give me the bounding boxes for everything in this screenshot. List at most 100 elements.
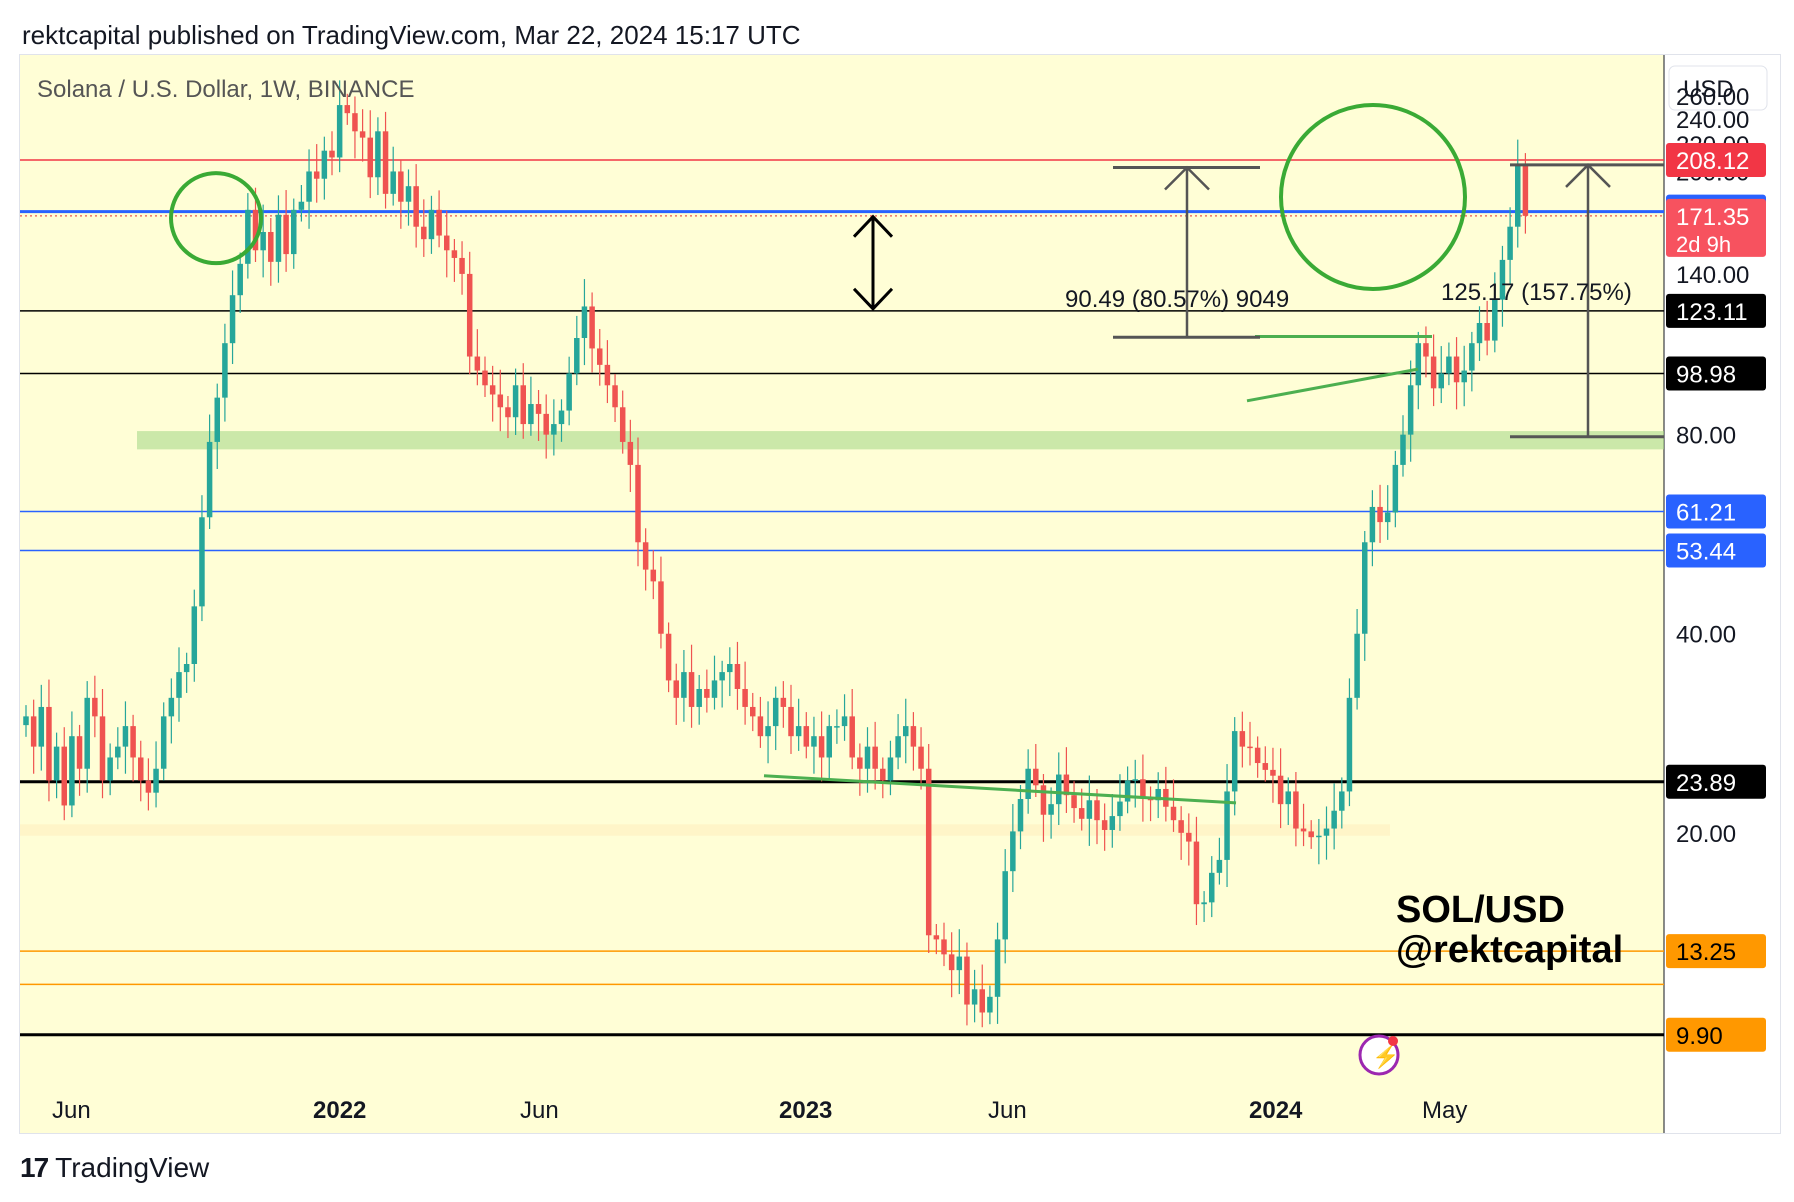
- chart-title: Solana / U.S. Dollar, 1W, BINANCE: [37, 76, 414, 103]
- candle-body: [765, 726, 771, 737]
- candle-body: [252, 209, 259, 251]
- candle-body: [344, 105, 351, 114]
- price-label: [1666, 356, 1766, 391]
- candle-body: [811, 736, 817, 747]
- candle-body: [543, 413, 549, 435]
- candle-body: [665, 633, 672, 681]
- candle-body: [719, 672, 725, 681]
- candle-body: [298, 201, 305, 210]
- candle-body: [245, 209, 251, 264]
- candle-body: [1316, 835, 1322, 838]
- measurement-label: 125.17 (157.75%): [1441, 279, 1632, 306]
- y-tick-label: 40.00: [1676, 622, 1736, 649]
- candle-body: [1438, 373, 1444, 389]
- candle-body: [1201, 902, 1207, 905]
- candle-body: [1025, 768, 1031, 799]
- candle-body: [788, 706, 794, 737]
- candle-body: [505, 407, 511, 418]
- candle-body: [84, 697, 90, 769]
- candle-body: [145, 780, 152, 793]
- candle-body: [642, 542, 649, 570]
- tradingview-brand-label: TradingView: [55, 1152, 210, 1183]
- candle-body: [918, 746, 924, 769]
- candle-body: [1369, 506, 1376, 543]
- candle-body: [520, 385, 526, 425]
- candle-body: [1308, 831, 1314, 838]
- candle-body: [864, 746, 871, 769]
- candle-body: [138, 757, 144, 781]
- candle-body: [1186, 832, 1192, 842]
- price-label: [1666, 143, 1766, 178]
- lightning-icon: [1358, 1034, 1400, 1076]
- candle-body: [535, 404, 542, 414]
- candle-body: [1254, 747, 1261, 764]
- candle-body: [421, 226, 427, 240]
- candle-body: [122, 726, 129, 747]
- candle-body: [551, 424, 557, 435]
- candle-body: [711, 680, 718, 698]
- candle-body: [979, 989, 985, 1013]
- candle-body: [183, 664, 190, 673]
- candle-body: [321, 150, 328, 179]
- candle-body: [688, 672, 695, 707]
- candle-body: [1155, 788, 1161, 801]
- candle-body: [1484, 323, 1490, 341]
- candle-body: [222, 343, 228, 398]
- candle-body: [130, 726, 136, 758]
- measure-arrow-head: [1565, 163, 1611, 188]
- price-label: [1666, 533, 1766, 568]
- candle-body: [948, 954, 955, 971]
- candle-body: [528, 404, 534, 425]
- candle-body: [895, 736, 901, 758]
- candle-body: [1193, 841, 1200, 905]
- candle-body: [436, 209, 442, 236]
- low-zone: [20, 824, 1390, 836]
- candle-body: [1140, 779, 1146, 798]
- candle-body: [1231, 731, 1238, 792]
- candle-body: [1239, 731, 1246, 747]
- arrow-head: [852, 287, 894, 312]
- candle-body: [581, 306, 588, 339]
- price-label-countdown: 2d 9h: [1676, 232, 1731, 257]
- candle-body: [1178, 820, 1184, 833]
- price-label-text: 23.89: [1676, 770, 1736, 797]
- candle-body: [1063, 774, 1070, 796]
- candle-body: [1507, 226, 1513, 260]
- candle-body: [619, 407, 626, 442]
- candle-body: [1446, 356, 1452, 374]
- candle-body: [1377, 506, 1383, 523]
- tradingview-brand[interactable]: 17 TradingView: [20, 1152, 209, 1184]
- candle-body: [489, 385, 496, 395]
- currency-button[interactable]: [1668, 65, 1768, 111]
- time-axis: [20, 1082, 1664, 1133]
- candle-body: [1492, 299, 1498, 341]
- candle-body: [780, 697, 787, 707]
- candle-body: [1407, 385, 1414, 435]
- y-tick-label: 240.00: [1676, 107, 1749, 134]
- candle-body: [1071, 795, 1077, 809]
- y-tick-label: 260.00: [1676, 84, 1749, 111]
- candle-body: [658, 581, 664, 634]
- x-tick-label: 2024: [1249, 1097, 1303, 1124]
- candle-body: [742, 688, 748, 707]
- highlight-circle: [1279, 102, 1467, 291]
- candle-body: [1002, 871, 1008, 940]
- candle-body: [1216, 859, 1223, 873]
- candle-body: [841, 716, 848, 727]
- candle-body: [872, 746, 878, 769]
- notification-dot: [1388, 1036, 1398, 1046]
- candle-body: [1515, 164, 1521, 227]
- candle-body: [1017, 798, 1024, 832]
- candle-body: [359, 131, 366, 138]
- candle-body: [1010, 831, 1016, 872]
- candle-body: [1033, 768, 1039, 786]
- candle-body: [1293, 791, 1299, 829]
- candle-body: [1415, 343, 1422, 386]
- candle-body: [398, 171, 404, 202]
- candle-body: [1048, 804, 1054, 815]
- candle-body: [1469, 343, 1475, 371]
- measure-arrow-head: [1164, 165, 1210, 191]
- candle-body: [1209, 872, 1215, 903]
- price-label: [1666, 1017, 1766, 1052]
